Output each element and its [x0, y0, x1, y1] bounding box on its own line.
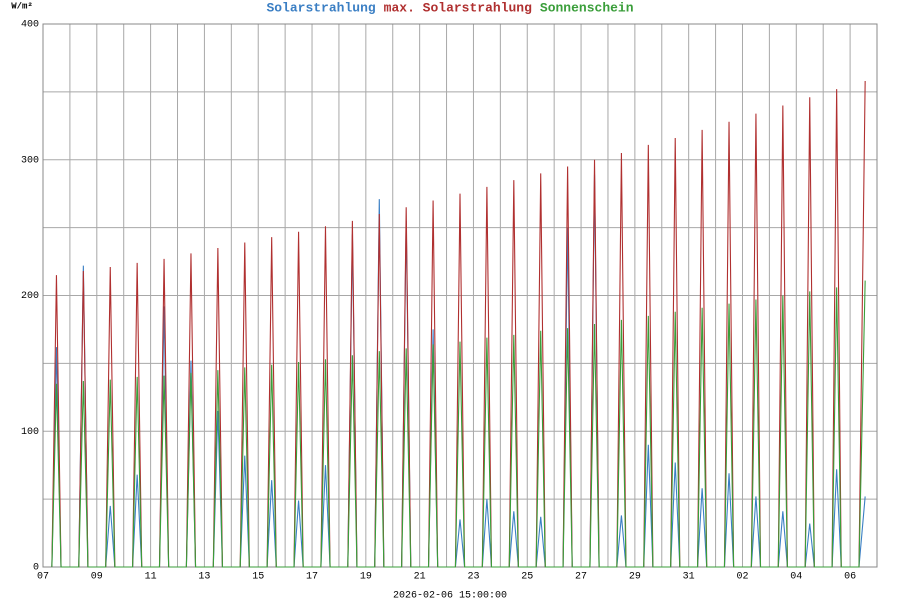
x-tick-label: 07 — [37, 572, 49, 583]
x-tick-label: 25 — [521, 572, 533, 583]
series-line — [51, 280, 866, 568]
x-tick-label: 02 — [736, 572, 748, 583]
y-tick-label: 100 — [21, 427, 39, 438]
x-tick-label: 17 — [306, 572, 318, 583]
x-tick-label: 27 — [575, 572, 587, 583]
x-axis-label: 2026-02-06 15:00:00 — [393, 591, 507, 600]
x-tick-label: 23 — [467, 572, 479, 583]
x-tick-label: 21 — [414, 572, 426, 583]
plot-frame — [42, 23, 878, 568]
y-tick-label: 400 — [21, 20, 39, 31]
legend-entry: Solarstrahlung — [266, 0, 375, 15]
y-axis-label: W/m² — [11, 1, 33, 11]
y-tick-label: 300 — [21, 155, 39, 166]
legend-entry: max. Solarstrahlung — [384, 0, 532, 15]
x-tick-label: 11 — [145, 572, 157, 583]
x-tick-label: 06 — [844, 572, 856, 583]
x-tick-label: 04 — [790, 572, 802, 583]
legend-entry: Sonnenschein — [540, 0, 634, 15]
x-tick-label: 31 — [683, 572, 695, 583]
x-tick-label: 09 — [91, 572, 103, 583]
y-tick-label: 0 — [33, 563, 39, 574]
x-tick-label: 19 — [360, 572, 372, 583]
x-tick-label: 29 — [629, 572, 641, 583]
y-tick-label: 200 — [21, 291, 39, 302]
x-tick-label: 13 — [198, 572, 210, 583]
x-tick-label: 15 — [252, 572, 264, 583]
